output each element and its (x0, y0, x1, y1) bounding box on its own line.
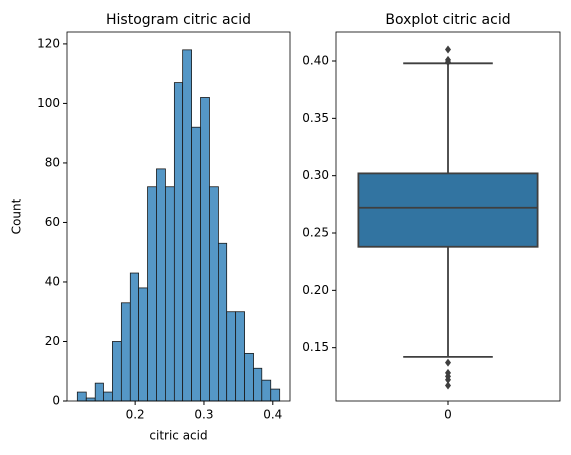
y-tick-label: 0.25 (302, 226, 329, 240)
x-axis-label: citric acid (149, 429, 207, 443)
x-tick-label: 0.3 (194, 408, 213, 422)
histogram-bar (147, 186, 157, 402)
y-tick-label: 0.20 (302, 283, 329, 297)
histogram-bar (191, 126, 201, 402)
histogram-bar (270, 388, 281, 402)
axes-frame (335, 31, 561, 402)
outlier (445, 375, 451, 384)
histogram-bar (261, 379, 272, 402)
y-tick-label: 40 (45, 274, 60, 288)
x-tick-label: 0.4 (263, 408, 282, 422)
x-tick-label: 0.2 (126, 408, 145, 422)
y-tick-label: 120 (37, 36, 60, 50)
histogram-bar (253, 367, 263, 402)
outlier (445, 358, 451, 367)
histogram-bar (235, 311, 245, 402)
histogram-bar (226, 311, 237, 402)
histogram-bar (165, 186, 175, 402)
outlier (445, 45, 451, 54)
chart-title: Histogram citric acid (106, 12, 251, 28)
y-tick-label: 60 (45, 215, 60, 229)
box (357, 172, 539, 248)
histogram-bar (138, 287, 148, 402)
histogram-bar (244, 352, 254, 402)
y-tick-label: 100 (37, 96, 60, 110)
histogram-bar (218, 242, 228, 402)
histogram-bar (156, 168, 166, 402)
histogram-bar (129, 272, 139, 402)
histogram-bar (120, 302, 131, 402)
histogram-bar (94, 382, 104, 402)
histogram-bar (182, 49, 192, 402)
histogram-bar (103, 391, 113, 402)
x-tick-label: 0 (444, 408, 452, 422)
outlier (445, 58, 451, 67)
y-tick-label: 0.15 (302, 340, 329, 354)
histogram-bar (200, 97, 210, 402)
y-tick-label: 0.40 (302, 54, 329, 68)
histogram-bar (85, 397, 96, 402)
outlier (445, 381, 451, 390)
y-tick-label: 0.30 (302, 168, 329, 182)
y-tick-label: 20 (45, 334, 60, 348)
histogram-bar (76, 391, 87, 402)
y-tick-label: 0.35 (302, 111, 329, 125)
axes-frame (66, 31, 291, 402)
histogram-bar (112, 341, 122, 402)
chart-title: Boxplot citric acid (385, 12, 510, 28)
y-tick-label: 0 (52, 394, 60, 408)
y-tick-label: 80 (45, 155, 60, 169)
histogram-bar (209, 186, 219, 402)
histogram-bar (173, 82, 184, 402)
y-axis-label: Count (10, 198, 24, 234)
